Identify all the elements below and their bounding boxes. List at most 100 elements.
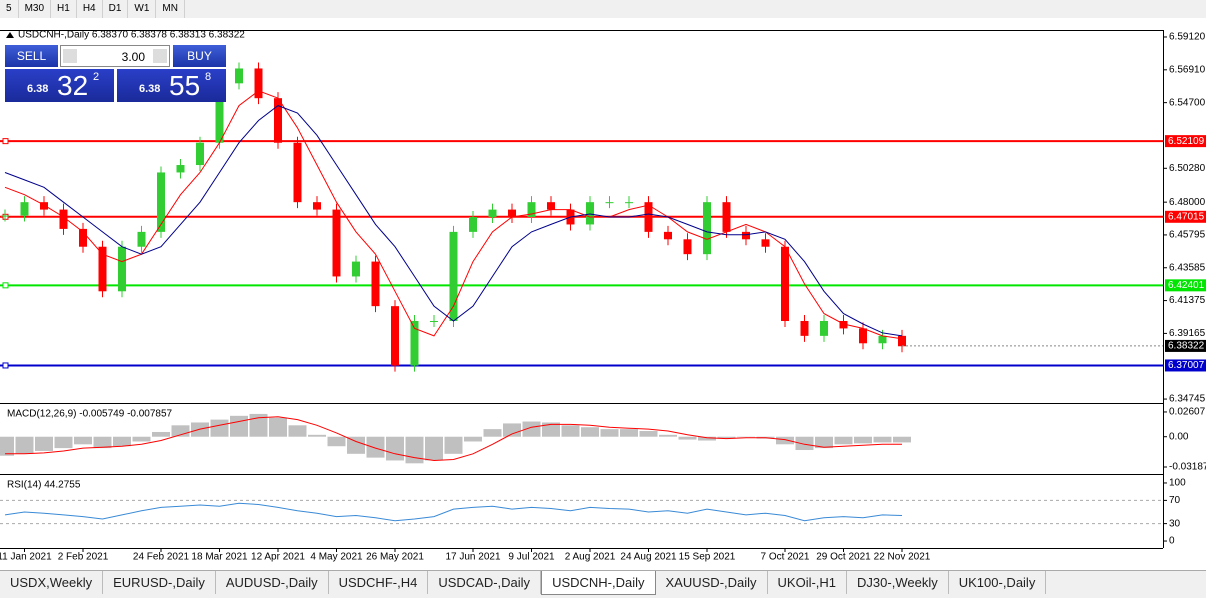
macd-bar (464, 436, 482, 442)
moving-average (4, 90, 903, 340)
macd-bar (425, 436, 443, 461)
lot-increase[interactable] (153, 49, 167, 63)
y-tick-label: -0.03187 (1169, 462, 1206, 473)
x-tick-label: 7 Oct 2021 (761, 552, 810, 563)
candle (839, 321, 848, 329)
candle (215, 83, 224, 143)
timeframe-button[interactable]: H4 (77, 0, 103, 18)
y-tick-label: 6.41375 (1169, 295, 1206, 306)
macd-bar (132, 436, 151, 442)
level-label-box (1165, 135, 1206, 148)
macd-bar (74, 436, 92, 445)
macd-bar (230, 415, 248, 437)
chart-title: USDCNH-,Daily 6.38370 6.38378 6.38313 6.… (18, 30, 245, 41)
x-tick-label: 12 Apr 2021 (251, 552, 305, 563)
chart-tab[interactable]: USDCHF-,H4 (329, 571, 429, 594)
timeframe-button[interactable]: MN (156, 0, 185, 18)
timeframe-button[interactable]: W1 (128, 0, 157, 18)
macd-bar (503, 423, 521, 437)
candle (644, 202, 653, 232)
rsi-line (4, 502, 903, 522)
candle (508, 209, 516, 218)
macd-bar (717, 436, 736, 439)
x-tick-label: 18 Mar 2021 (191, 552, 248, 563)
candle (98, 246, 107, 292)
macd-bar (522, 421, 541, 437)
sell-button[interactable]: SELL (5, 45, 58, 67)
macd-bar (639, 431, 658, 437)
candle (59, 209, 68, 229)
candle (722, 202, 731, 232)
macd-bar (620, 429, 638, 437)
x-tick-label: 17 Jun 2021 (445, 552, 500, 563)
chart-tab[interactable]: USDCAD-,Daily (428, 571, 542, 594)
y-tick-label: 100 (1169, 478, 1186, 489)
candle (176, 165, 185, 173)
candle (157, 172, 165, 232)
lot-input[interactable]: 3.00 (60, 45, 170, 67)
macd-bar (834, 436, 853, 445)
macd-bar (113, 436, 131, 447)
chart-tab[interactable]: USDCNH-,Daily (541, 571, 656, 595)
buy-price[interactable]: 6.38 55 8 (117, 69, 226, 102)
candle (137, 231, 146, 247)
candle (488, 209, 497, 218)
timeframe-button[interactable]: H1 (51, 0, 77, 18)
y-tick-label: 0 (1169, 536, 1175, 547)
chart-tabs: USDX,Weekly EURUSD-,Daily AUDUSD-,Daily … (0, 570, 1206, 598)
candle (235, 68, 243, 84)
level-label: 6.37007 (1168, 360, 1205, 371)
indicator-title: MACD(12,26,9) -0.005749 -0.007857 (7, 409, 173, 420)
macd-bar (405, 436, 424, 464)
chart-tab[interactable]: EURUSD-,Daily (103, 571, 216, 594)
candle (781, 246, 789, 322)
candle (40, 202, 48, 210)
price-pips: 55 (169, 70, 201, 101)
y-tick-label: 6.43585 (1169, 262, 1206, 273)
chart-tab[interactable]: UKOil-,H1 (768, 571, 848, 594)
chart-tab[interactable]: XAUUSD-,Daily (656, 571, 768, 594)
chart-tab[interactable]: AUDUSD-,Daily (216, 571, 329, 594)
macd-bar (54, 436, 73, 449)
candle (683, 239, 692, 255)
chart-tab[interactable]: DJ30-,Weekly (847, 571, 949, 594)
macd-bar (854, 436, 872, 444)
macd-bar (35, 436, 53, 451)
candle (313, 202, 321, 210)
x-tick-label: 15 Sep 2021 (679, 552, 736, 563)
price-fraction: 8 (205, 71, 212, 83)
candle (254, 68, 263, 99)
candle (605, 202, 614, 204)
macd-bar (678, 436, 697, 440)
x-tick-label: 26 May 2021 (366, 552, 424, 563)
candle (449, 231, 458, 322)
chart-tab[interactable]: UK100-,Daily (949, 571, 1047, 594)
candle (859, 328, 867, 344)
candle (527, 202, 536, 218)
macd-bar (93, 436, 112, 449)
macd-bar (347, 436, 365, 454)
lot-decrease[interactable] (63, 49, 77, 63)
timeframe-button[interactable]: 5 (0, 0, 19, 18)
macd-bar (873, 436, 892, 443)
level-label-box (1165, 279, 1206, 292)
macd-bar (581, 427, 599, 437)
macd-signal (5, 416, 902, 462)
y-tick-label: 6.59120 (1169, 32, 1206, 43)
candle (410, 321, 419, 366)
buy-button[interactable]: BUY (173, 45, 226, 67)
y-tick-label: 6.34745 (1169, 394, 1206, 405)
macd-bar (893, 436, 911, 443)
y-tick-label: 6.45795 (1169, 230, 1206, 241)
timeframe-button[interactable]: D1 (103, 0, 129, 18)
collapse-icon[interactable] (6, 32, 14, 38)
macd-bar (15, 436, 34, 454)
candle (371, 261, 380, 307)
indicator-title: RSI(14) 44.2755 (7, 480, 81, 491)
sell-price[interactable]: 6.38 32 2 (5, 69, 114, 102)
candle (703, 202, 711, 255)
macd-bar (327, 436, 346, 447)
timeframe-button[interactable]: M30 (19, 0, 52, 18)
chart-tab[interactable]: USDX,Weekly (0, 571, 104, 594)
x-tick-label: 29 Oct 2021 (816, 552, 871, 563)
